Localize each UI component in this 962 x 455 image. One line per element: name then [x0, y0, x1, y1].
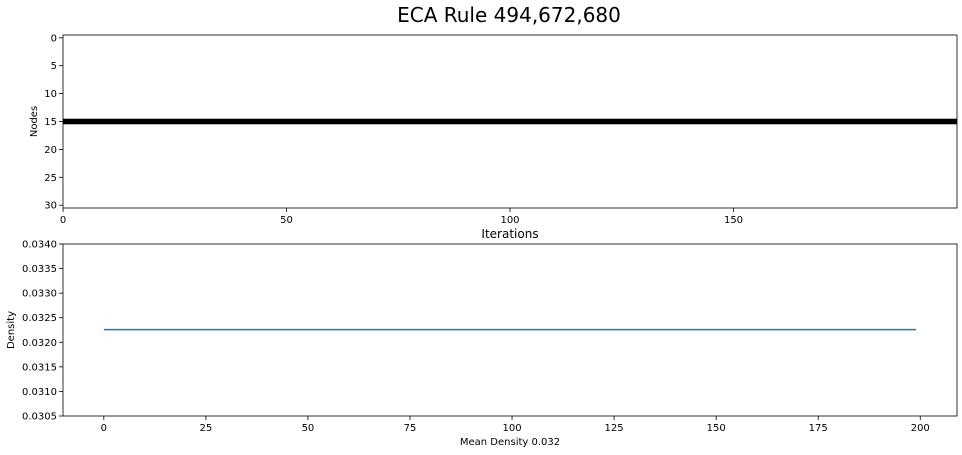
- nodes-heatmap: 0 50 100 150 0 5 10 15 20 25 30 Iterations Nodes: [29, 33, 958, 241]
- y-tick-label: 30: [44, 201, 57, 212]
- y-tick-label: 15: [44, 117, 57, 128]
- x-tick-label: 100: [500, 215, 519, 226]
- y-tick-label: 25: [44, 173, 57, 184]
- x-axis-label: Mean Density 0.032: [460, 437, 560, 448]
- x-tick-label: 150: [724, 215, 743, 226]
- x-tick-label: 0: [60, 215, 66, 226]
- x-tick-label: 125: [605, 423, 624, 434]
- y-tick-label: 0: [51, 33, 57, 44]
- y-axis-label: Density: [6, 311, 17, 349]
- y-tick-label: 0.0315: [22, 362, 57, 373]
- x-axis-label: Iterations: [481, 227, 538, 241]
- y-tick-label: 0.0330: [22, 289, 57, 300]
- x-tick-label: 175: [809, 423, 828, 434]
- y-tick-label: 0.0340: [22, 240, 57, 251]
- x-tick-label: 100: [502, 423, 521, 434]
- y-axis-label: Nodes: [29, 106, 40, 137]
- y-tick-label: 0.0305: [22, 412, 57, 423]
- y-tick-label: 0.0310: [22, 387, 57, 398]
- y-tick-label: 0.0335: [22, 264, 57, 275]
- x-tick-label: 50: [302, 423, 315, 434]
- x-tick-label: 50: [280, 215, 293, 226]
- x-tick-label: 150: [707, 423, 726, 434]
- x-tick-label: 75: [404, 423, 417, 434]
- density-line-chart: 0 25 50 75 100 125 150 175 200 0.0305 0.0310 0.0315…: [6, 240, 958, 448]
- x-tick-label: 200: [911, 423, 930, 434]
- figure-title: ECA Rule 494,672,680: [397, 3, 621, 27]
- y-tick-label: 0.0320: [22, 338, 57, 349]
- y-tick-label: 20: [44, 145, 57, 156]
- y-tick-label: 10: [44, 89, 57, 100]
- x-tick-label: 25: [200, 423, 213, 434]
- active-node-row: [63, 118, 957, 125]
- x-tick-label: 0: [101, 423, 107, 434]
- y-tick-label: 5: [51, 61, 57, 72]
- y-tick-label: 0.0325: [22, 313, 57, 324]
